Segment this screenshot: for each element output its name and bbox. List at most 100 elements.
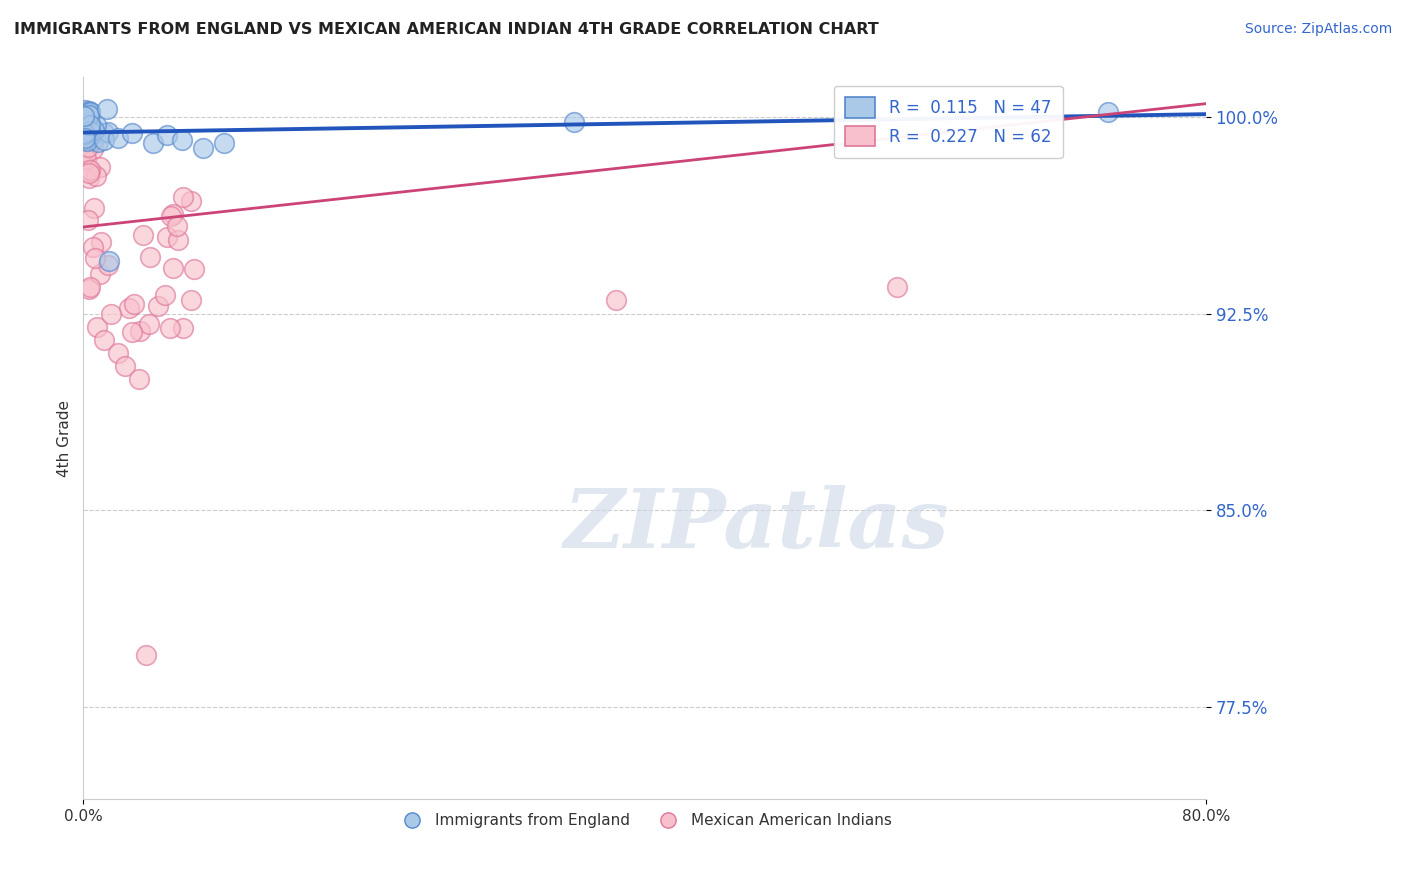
Point: [121, 325, 143, 339]
Point: [180, 293, 202, 308]
Point: [79, 124, 101, 138]
Point: [76, 140, 98, 154]
Point: [79, 118, 101, 132]
Point: [76, 153, 98, 167]
Point: [75, 145, 97, 159]
Point: [96, 103, 118, 117]
Point: [1097, 104, 1119, 119]
Point: [93, 133, 115, 147]
Text: Source: ZipAtlas.com: Source: ZipAtlas.com: [1244, 22, 1392, 37]
Point: [129, 324, 152, 338]
Point: [156, 229, 179, 244]
Point: [84, 251, 107, 265]
Point: [73, 133, 96, 147]
Point: [162, 207, 184, 221]
Point: [79, 112, 101, 127]
Point: [89, 268, 111, 282]
Point: [77, 103, 100, 118]
Point: [73, 132, 96, 146]
Point: [79, 163, 101, 178]
Point: [93, 126, 115, 140]
Point: [605, 293, 627, 308]
Point: [122, 297, 145, 311]
Y-axis label: 4th Grade: 4th Grade: [58, 400, 72, 476]
Point: [97, 125, 120, 139]
Point: [77, 166, 100, 180]
Point: [75, 110, 97, 124]
Point: [75, 129, 97, 144]
Point: [93, 333, 115, 347]
Point: [76, 135, 98, 149]
Point: [166, 233, 188, 247]
Point: [77, 108, 100, 122]
Point: [75, 115, 97, 129]
Point: [75, 127, 97, 141]
Point: [114, 359, 136, 373]
Point: [97, 258, 120, 272]
Point: [564, 115, 586, 129]
Point: [162, 260, 184, 275]
Point: [82, 133, 104, 147]
Point: [77, 131, 100, 145]
Point: [76, 105, 98, 120]
Point: [160, 209, 183, 223]
Point: [212, 136, 235, 150]
Point: [100, 306, 122, 320]
Point: [76, 108, 98, 122]
Point: [84, 169, 107, 183]
Point: [83, 201, 105, 215]
Point: [79, 282, 101, 296]
Point: [84, 118, 107, 132]
Point: [172, 190, 194, 204]
Point: [76, 212, 98, 227]
Point: [86, 319, 108, 334]
Point: [75, 117, 97, 131]
Point: [73, 113, 96, 128]
Point: [166, 219, 188, 234]
Point: [79, 105, 101, 120]
Point: [148, 299, 170, 313]
Point: [86, 135, 108, 149]
Point: [75, 131, 97, 145]
Point: [77, 125, 100, 139]
Legend: Immigrants from England, Mexican American Indians: Immigrants from England, Mexican America…: [391, 807, 898, 835]
Point: [77, 171, 100, 186]
Point: [156, 128, 179, 143]
Point: [83, 122, 105, 136]
Point: [142, 136, 165, 150]
Point: [79, 280, 101, 294]
Point: [170, 133, 193, 147]
Point: [107, 346, 129, 360]
Point: [89, 160, 111, 174]
Point: [159, 321, 181, 335]
Point: [180, 194, 202, 209]
Point: [183, 262, 205, 277]
Point: [118, 301, 141, 315]
Point: [73, 119, 96, 133]
Point: [107, 130, 129, 145]
Point: [191, 141, 214, 155]
Point: [75, 129, 97, 144]
Point: [82, 143, 104, 157]
Point: [128, 372, 150, 386]
Point: [79, 104, 101, 119]
Point: [82, 127, 104, 141]
Point: [75, 105, 97, 120]
Text: IMMIGRANTS FROM ENGLAND VS MEXICAN AMERICAN INDIAN 4TH GRADE CORRELATION CHART: IMMIGRANTS FROM ENGLAND VS MEXICAN AMERI…: [14, 22, 879, 37]
Point: [82, 240, 104, 254]
Point: [121, 126, 143, 140]
Point: [97, 254, 120, 268]
Point: [138, 250, 160, 264]
Text: ZIPatlas: ZIPatlas: [564, 484, 949, 565]
Point: [135, 648, 157, 662]
Point: [75, 152, 97, 166]
Point: [172, 321, 194, 335]
Point: [73, 119, 96, 133]
Point: [79, 164, 101, 178]
Point: [886, 280, 908, 294]
Point: [73, 110, 96, 124]
Point: [75, 103, 97, 117]
Point: [77, 122, 100, 136]
Point: [79, 162, 101, 177]
Point: [153, 288, 176, 302]
